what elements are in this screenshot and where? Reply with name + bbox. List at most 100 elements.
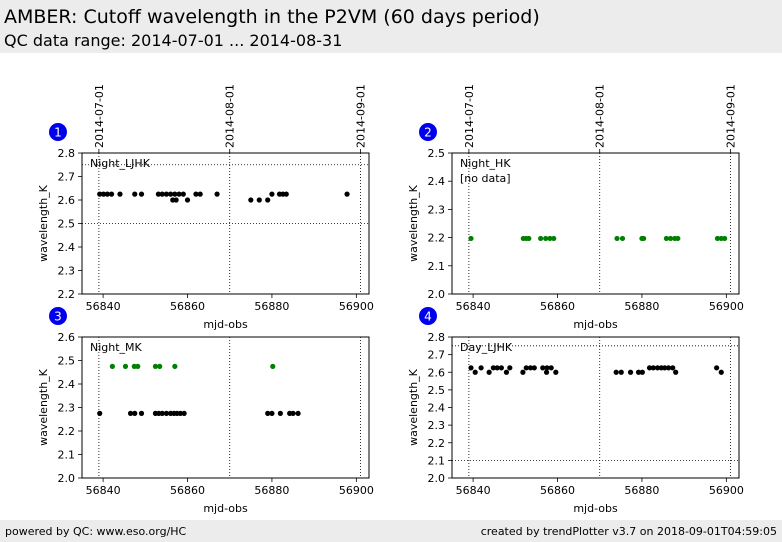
data-point [184, 197, 191, 203]
data-point [472, 369, 478, 375]
data-point [172, 191, 178, 197]
data-point [520, 369, 526, 375]
data-point [650, 365, 656, 371]
footer-credit: powered by QC: www.eso.org/HC [5, 525, 187, 538]
data-point [531, 365, 537, 371]
no-data-note: [no data] [460, 172, 511, 185]
data-point [714, 365, 720, 371]
data-point [122, 363, 129, 369]
data-point [177, 410, 183, 416]
data-point [109, 363, 115, 369]
x-axis-label: mjd-obs [203, 318, 248, 331]
data-point [540, 365, 546, 371]
data-point [155, 191, 161, 197]
data-point [97, 410, 103, 416]
data-point [104, 191, 110, 197]
data-point [283, 191, 289, 197]
data-point [553, 369, 559, 375]
panel-badge [49, 307, 67, 325]
chart-panel-1: 2014-07-01 2014-08-01 2014-09-01 56840 56860… [37, 84, 374, 331]
x-tick-label: 56900 [339, 300, 374, 313]
data-point [548, 365, 554, 371]
y-axis-label: wavelength_K [407, 184, 420, 262]
y-tick-label: 2.1 [58, 449, 76, 462]
y-tick-label: 2.5 [58, 355, 76, 368]
data-point [97, 191, 103, 197]
data-point [277, 410, 283, 416]
data-point [543, 369, 550, 375]
data-point [618, 369, 624, 375]
data-point [619, 235, 626, 242]
data-point [117, 191, 123, 197]
data-point [494, 365, 500, 371]
data-point [673, 369, 679, 375]
data-point [646, 365, 653, 371]
data-point [544, 365, 550, 371]
x-axis-label: mjd-obs [203, 502, 248, 515]
data-point [214, 191, 220, 197]
data-point [176, 191, 182, 197]
y-axis-label: wavelength_K [407, 368, 420, 446]
x-tick-label: 56860 [540, 300, 575, 313]
date-marker-label: 2014-09-01 [355, 84, 368, 148]
series-label: Night_MK [90, 341, 143, 354]
data-point [159, 410, 165, 416]
data-point [290, 410, 296, 416]
data-point [152, 363, 159, 369]
y-tick-label: 2.2 [58, 288, 76, 301]
y-tick-label: 2.0 [428, 288, 446, 301]
y-tick-label: 2.0 [58, 472, 76, 485]
y-tick-label: 2.8 [428, 331, 446, 344]
plot-frame [451, 152, 740, 295]
y-tick-label: 2.6 [428, 366, 446, 379]
panel-badge-number: 3 [54, 310, 62, 324]
footer-generator: created by trendPlotter v3.7 on 2018-09-… [480, 525, 777, 538]
data-point [468, 365, 474, 371]
data-point [159, 191, 165, 197]
data-point [173, 197, 179, 203]
data-point [490, 365, 496, 371]
y-tick-label: 2.5 [428, 147, 446, 160]
y-tick-label: 2.3 [58, 265, 76, 278]
y-tick-label: 2.7 [428, 349, 446, 362]
data-point [670, 365, 676, 371]
y-tick-label: 2.3 [58, 402, 76, 415]
y-tick-label: 2.4 [58, 378, 76, 391]
x-axis-label: mjd-obs [573, 318, 618, 331]
data-point [538, 235, 544, 242]
x-tick-label: 56880 [254, 300, 289, 313]
panel-badge [419, 123, 437, 141]
data-point [163, 191, 170, 197]
date-marker-label: 2014-08-01 [224, 84, 237, 148]
data-point [180, 191, 186, 197]
x-tick-label: 56880 [254, 484, 289, 497]
series-label: Night_LJHK [90, 157, 151, 170]
chart-panel-4: 56840 56860 56880 56900 2.0 2.1 2.2 2.3 2.4 2.5 2.… [407, 307, 744, 515]
y-tick-label: 2.6 [58, 194, 76, 207]
data-point [269, 191, 275, 197]
data-point [627, 369, 634, 375]
data-point [668, 235, 674, 242]
x-tick-label: 56880 [624, 300, 659, 313]
data-point [523, 365, 529, 371]
x-tick-label: 56900 [339, 484, 374, 497]
y-tick-label: 2.5 [428, 384, 446, 397]
data-point [100, 191, 107, 197]
data-point [265, 410, 271, 416]
y-tick-label: 2.2 [58, 425, 76, 438]
panel-badge [419, 307, 437, 325]
x-tick-label: 56840 [456, 300, 491, 313]
data-point [662, 365, 668, 371]
chart-panel-3: 56840 56860 56880 56900 2.0 2.1 2.2 2.3 2.4 2.5 2.… [37, 307, 374, 515]
plot-frame [81, 336, 370, 479]
page-subtitle: QC data range: 2014-07-01 ... 2014-08-31 [4, 31, 343, 50]
date-marker-label: 2014-07-01 [93, 84, 106, 148]
data-point [526, 235, 532, 242]
y-axis-label: wavelength_K [37, 184, 50, 262]
data-point [478, 365, 484, 371]
y-tick-label: 2.3 [428, 419, 446, 432]
series-label: Night_HK [460, 157, 511, 170]
footer-bar: powered by QC: www.eso.org/HC created by… [0, 520, 782, 542]
x-tick-label: 56900 [709, 300, 744, 313]
